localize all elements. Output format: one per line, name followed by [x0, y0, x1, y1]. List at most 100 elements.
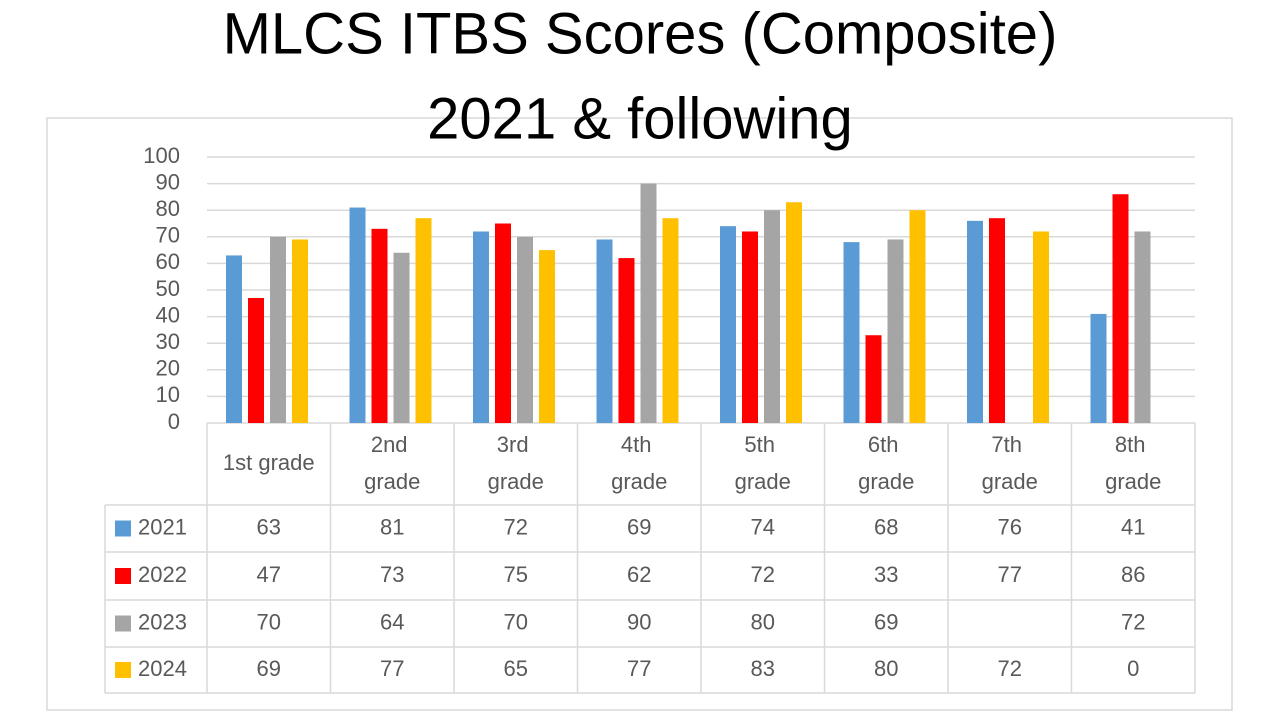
legend-label: 2022	[138, 562, 187, 587]
y-tick-label: 40	[156, 302, 180, 327]
table-value: 69	[874, 609, 898, 634]
table-value: 62	[627, 562, 651, 587]
bar	[720, 226, 736, 423]
legend-key	[115, 568, 131, 584]
table-value: 64	[380, 609, 404, 634]
table-value: 86	[1121, 562, 1145, 587]
bar	[393, 252, 410, 423]
x-tick-label-line: grade	[735, 469, 791, 494]
bar	[371, 228, 388, 423]
legend-key	[115, 662, 131, 678]
bar	[640, 183, 657, 423]
chart-subtitle: 2021 & following	[427, 86, 853, 151]
table-value: 65	[504, 656, 528, 681]
bar	[764, 210, 780, 423]
table-value: 75	[504, 562, 528, 587]
x-tick-label-line: 8th	[1115, 432, 1152, 457]
table-value: 33	[874, 562, 898, 587]
table-value: 72	[751, 562, 775, 587]
table-value: 77	[998, 562, 1022, 587]
legend-key	[115, 520, 131, 537]
x-tick-label: 7th grade	[982, 432, 1038, 494]
bar	[539, 250, 555, 423]
bar	[887, 239, 904, 423]
bar	[248, 297, 264, 423]
table-value: 69	[257, 656, 281, 681]
bar	[865, 335, 882, 423]
bar	[843, 242, 860, 423]
table-value: 47	[257, 562, 281, 587]
table-value: 70	[504, 609, 528, 634]
y-tick-label: 70	[156, 223, 180, 248]
y-tick-label: 30	[156, 329, 180, 354]
table-value: 68	[874, 514, 898, 539]
table-value: 80	[874, 656, 898, 681]
table-value: 63	[257, 514, 281, 539]
x-tick-label-line: grade	[982, 469, 1038, 494]
bar	[967, 220, 983, 423]
x-tick-label-line: 7th	[991, 432, 1028, 457]
legend-label: 2023	[138, 609, 187, 634]
bar	[349, 207, 366, 423]
bar	[909, 210, 926, 423]
bar	[292, 239, 308, 423]
legend-label: 2024	[138, 656, 187, 681]
table-value: 69	[627, 514, 651, 539]
bar	[415, 218, 432, 423]
legend-label: 2021	[138, 514, 187, 539]
x-tick-label-line: 6th	[868, 432, 905, 457]
y-tick-label: 60	[156, 249, 180, 274]
x-tick-label-line: 2nd	[371, 432, 414, 457]
table-value: 73	[380, 562, 404, 587]
bar	[226, 255, 242, 423]
y-tick-label: 20	[156, 356, 180, 381]
bar	[270, 236, 286, 423]
table-value: 41	[1121, 514, 1145, 539]
bar	[1112, 194, 1129, 423]
x-tick-label-line: 5th	[744, 432, 781, 457]
x-tick-label: 2nd grade	[364, 432, 420, 494]
x-tick-label-line: grade	[611, 469, 667, 494]
bar	[1134, 231, 1151, 423]
y-tick-label: 50	[156, 276, 180, 301]
bar	[473, 231, 489, 423]
table-value: 72	[504, 514, 528, 539]
legend-key	[115, 615, 131, 632]
x-tick-label: 6th grade	[858, 432, 914, 494]
table-value: 77	[627, 656, 651, 681]
table-value: 80	[751, 609, 775, 634]
bar	[596, 239, 613, 423]
x-tick-label: 4th grade	[611, 432, 667, 494]
x-tick-label-line: grade	[858, 469, 914, 494]
table-value: 77	[380, 656, 404, 681]
y-tick-label: 100	[143, 143, 180, 168]
bar	[517, 236, 533, 423]
bar	[742, 231, 758, 423]
table-value: 74	[751, 514, 775, 539]
chart-title: MLCS ITBS Scores (Composite)	[223, 1, 1058, 66]
bar	[662, 218, 679, 423]
bar	[618, 258, 635, 423]
bar	[989, 218, 1005, 423]
table-value: 70	[257, 609, 281, 634]
bar	[495, 223, 511, 423]
table-value: 72	[998, 656, 1022, 681]
table-value: 83	[751, 656, 775, 681]
bar	[786, 202, 802, 423]
table-value: 72	[1121, 609, 1145, 634]
y-tick-label: 10	[156, 382, 180, 407]
x-tick-label-line: 4th	[621, 432, 658, 457]
y-tick-label: 80	[156, 196, 180, 221]
x-tick-label: 3rd grade	[488, 432, 544, 494]
x-tick-label-line: 3rd	[497, 432, 535, 457]
table-value: 81	[380, 514, 404, 539]
y-tick-label: 90	[156, 169, 180, 194]
table-value: 76	[998, 514, 1022, 539]
bar	[1033, 231, 1049, 423]
x-tick-label: 5th grade	[735, 432, 791, 494]
x-tick-label: 1st grade	[223, 450, 315, 475]
x-tick-label: 8th grade	[1105, 432, 1161, 494]
table-value: 90	[627, 609, 651, 634]
